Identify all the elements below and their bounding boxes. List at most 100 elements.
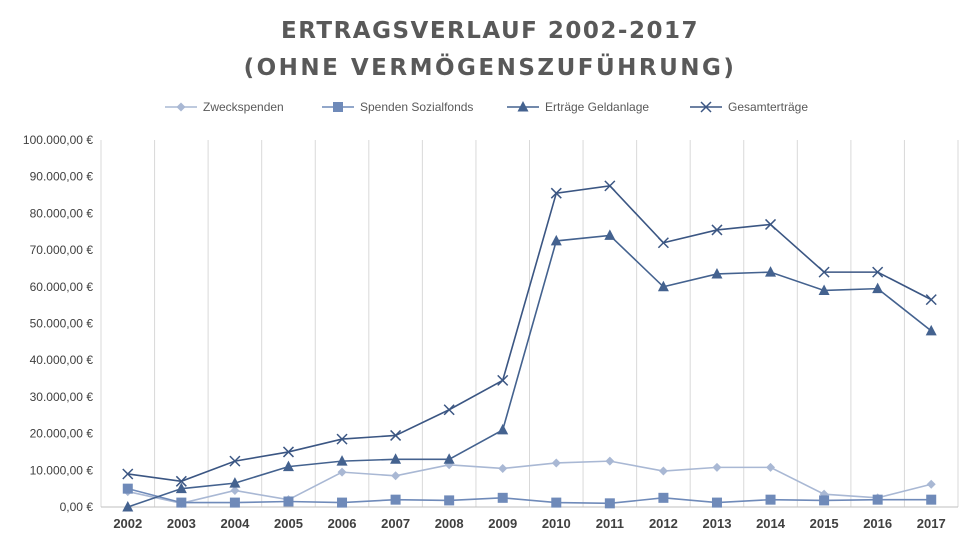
data-point-ertr-ge-geldanlage: [390, 453, 402, 464]
x-tick-label: 2011: [596, 516, 624, 531]
data-point-spenden-sozialfonds: [711, 497, 722, 508]
y-tick-label: 90.000,00 €: [30, 170, 94, 184]
data-point-spenden-sozialfonds: [390, 494, 401, 505]
legend-marker: [517, 101, 529, 112]
x-marker-stroke: [390, 429, 402, 441]
data-point-gesamtertr-ge: [604, 180, 616, 192]
data-point-zweckspenden: [766, 462, 776, 472]
chart-title-line2: (OHNE VERMÖGENSZUFÜHRUNG): [243, 55, 737, 81]
x-tick-label: 2006: [328, 516, 357, 531]
data-point-zweckspenden: [337, 467, 347, 477]
data-point-gesamtertr-ge: [443, 404, 455, 416]
y-tick-label: 0,00 €: [60, 500, 94, 514]
x-marker-stroke: [550, 187, 562, 199]
x-tick-label: 2015: [810, 516, 839, 531]
data-point-ertr-ge-geldanlage: [711, 267, 723, 279]
legend-label: Spenden Sozialfonds: [360, 100, 473, 114]
y-tick-label: 20.000,00 €: [30, 427, 94, 441]
x-marker-stroke: [925, 294, 937, 306]
data-point-ertr-ge-geldanlage: [175, 482, 187, 494]
x-tick-label: 2003: [167, 516, 196, 531]
data-point-gesamtertr-ge: [122, 468, 134, 480]
x-marker-stroke: [497, 374, 509, 386]
data-point-gesamtertr-ge: [711, 224, 723, 236]
y-tick-label: 100.000,00 €: [23, 133, 93, 147]
x-marker-stroke: [122, 468, 134, 480]
series-line-spenden-sozialfonds: [127, 487, 932, 505]
data-point-ertr-ge-geldanlage: [282, 460, 294, 472]
y-tick-label: 80.000,00 €: [30, 206, 94, 220]
x-marker-stroke: [700, 101, 712, 113]
data-point-ertr-ge-geldanlage: [818, 284, 830, 295]
data-point-gesamtertr-ge: [229, 455, 241, 467]
data-point-gesamtertr-ge: [282, 446, 294, 458]
data-point-ertr-ge-geldanlage: [550, 234, 562, 246]
x-tick-label: 2005: [274, 516, 303, 531]
chart-title-line1: ERTRAGSVERLAUF 2002-2017: [281, 18, 699, 44]
data-point-spenden-sozialfonds: [283, 496, 294, 507]
data-point-gesamtertr-ge: [925, 294, 937, 306]
y-tick-label: 60.000,00 €: [30, 280, 94, 294]
y-tick-label: 30.000,00 €: [30, 390, 94, 404]
x-marker-stroke: [443, 404, 455, 416]
legend-entry-ertr-ge-geldanlage: Erträge Geldanlage: [507, 100, 649, 114]
legend-label: Gesamterträge: [728, 100, 808, 114]
data-point-spenden-sozialfonds: [658, 492, 669, 503]
x-tick-label: 2010: [542, 516, 571, 531]
x-marker-stroke: [818, 266, 830, 278]
x-marker-stroke: [872, 266, 884, 278]
x-marker-stroke: [175, 475, 187, 487]
y-tick-label: 50.000,00 €: [30, 317, 94, 331]
series-line-zweckspenden: [127, 460, 932, 505]
legend-marker: [176, 102, 186, 112]
data-point-ertr-ge-geldanlage: [657, 280, 669, 292]
series-line-gesamtertr-ge: [127, 185, 932, 483]
data-point-gesamtertr-ge: [657, 237, 669, 249]
data-point-spenden-sozialfonds: [444, 495, 455, 506]
data-point-zweckspenden: [605, 456, 615, 466]
x-marker-stroke: [336, 433, 348, 445]
x-tick-label: 2007: [381, 516, 410, 531]
x-tick-label: 2008: [435, 516, 464, 531]
x-marker-stroke: [229, 455, 241, 467]
x-tick-label: 2009: [488, 516, 517, 531]
y-tick-label: 70.000,00 €: [30, 243, 94, 257]
data-point-gesamtertr-ge: [550, 187, 562, 199]
data-point-gesamtertr-ge: [872, 266, 884, 278]
data-point-spenden-sozialfonds: [765, 494, 776, 505]
data-point-ertr-ge-geldanlage: [497, 423, 509, 435]
data-point-ertr-ge-geldanlage: [925, 324, 937, 336]
data-point-gesamtertr-ge: [336, 433, 348, 445]
data-point-zweckspenden: [658, 466, 668, 476]
x-tick-label: 2012: [649, 516, 678, 531]
data-point-ertr-ge-geldanlage: [336, 455, 348, 466]
x-tick-label: 2014: [756, 516, 786, 531]
data-point-spenden-sozialfonds: [176, 497, 187, 508]
legend-entry-spenden-sozialfonds: Spenden Sozialfonds: [322, 100, 473, 114]
data-point-zweckspenden: [391, 471, 401, 481]
data-point-spenden-sozialfonds: [497, 492, 508, 503]
legend-entry-zweckspenden: Zweckspenden: [165, 100, 284, 114]
data-point-spenden-sozialfonds: [337, 497, 348, 508]
data-point-ertr-ge-geldanlage: [229, 477, 241, 488]
y-tick-label: 10.000,00 €: [30, 463, 94, 477]
legend-entry-gesamtertr-ge: Gesamterträge: [690, 100, 808, 114]
data-point-spenden-sozialfonds: [819, 495, 830, 506]
x-tick-label: 2017: [917, 516, 946, 531]
data-point-spenden-sozialfonds: [872, 494, 883, 505]
x-tick-label: 2013: [703, 516, 732, 531]
data-point-zweckspenden: [926, 479, 936, 489]
data-point-gesamtertr-ge: [497, 374, 509, 386]
legend-marker: [333, 102, 343, 112]
data-point-ertr-ge-geldanlage: [872, 282, 884, 294]
data-point-spenden-sozialfonds: [122, 483, 133, 494]
x-tick-label: 2016: [863, 516, 892, 531]
data-point-spenden-sozialfonds: [926, 494, 937, 505]
data-point-ertr-ge-geldanlage: [604, 229, 616, 240]
data-point-spenden-sozialfonds: [229, 497, 240, 508]
x-marker-stroke: [657, 237, 669, 249]
data-point-zweckspenden: [712, 462, 722, 472]
data-point-spenden-sozialfonds: [551, 497, 562, 508]
data-point-gesamtertr-ge: [765, 218, 777, 230]
